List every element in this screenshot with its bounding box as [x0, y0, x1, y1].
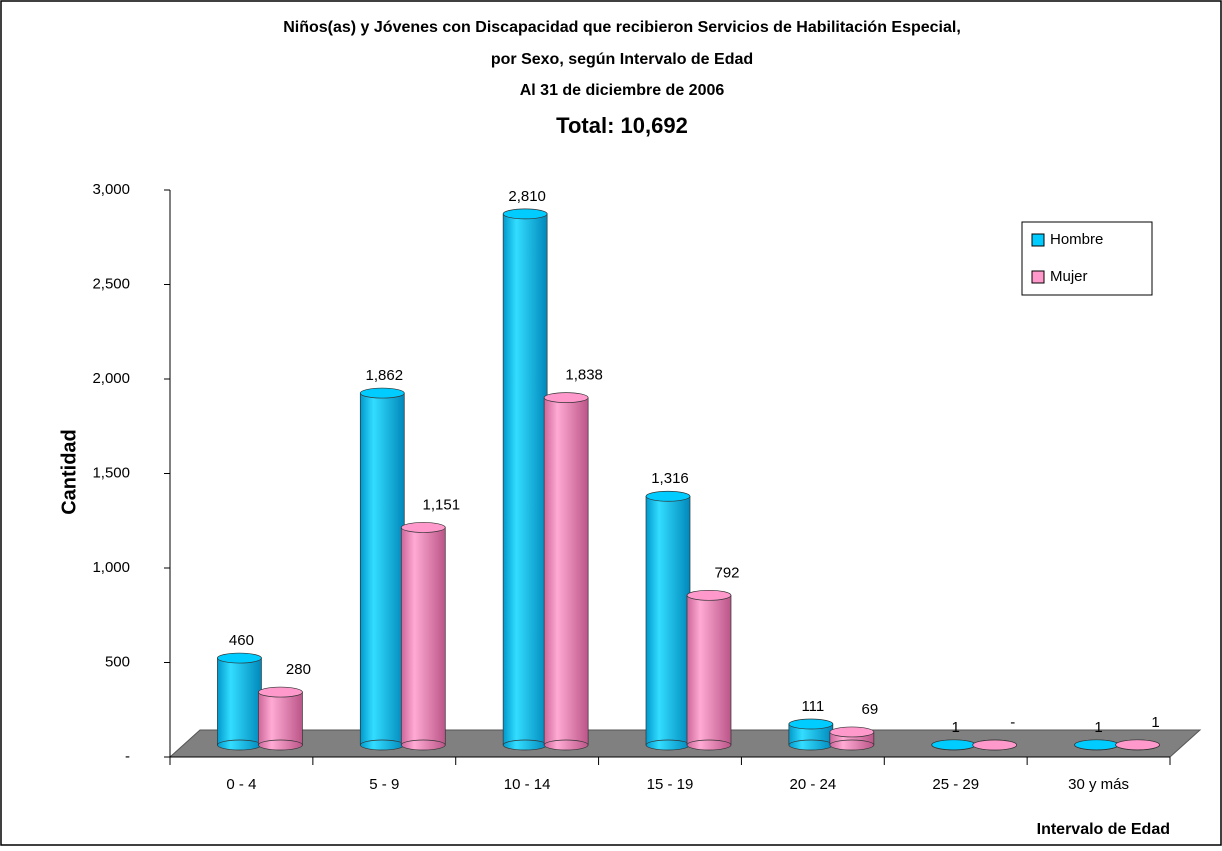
value-label: 280 [286, 661, 311, 678]
bar-bottom [258, 740, 302, 750]
bar-top [789, 719, 833, 729]
value-label: 1,316 [651, 470, 689, 487]
value-label: 1 [1151, 714, 1159, 731]
x-tick-label: 20 - 24 [790, 776, 837, 793]
bar-body [217, 658, 261, 745]
bar [830, 727, 874, 750]
bar-top [646, 491, 690, 501]
bar-bottom [217, 740, 261, 750]
bar [789, 719, 833, 750]
x-tick-label: 5 - 9 [369, 776, 399, 793]
chart-title: Niños(as) y Jóvenes con Discapacidad que… [283, 19, 961, 36]
bar-top [401, 522, 445, 532]
bar-top [687, 590, 731, 600]
bar-body [687, 595, 731, 745]
bar-bottom [687, 740, 731, 750]
bar-top [1116, 740, 1160, 750]
bar [360, 388, 404, 750]
bar [687, 590, 731, 750]
chart-title: por Sexo, según Intervalo de Edad [491, 51, 753, 68]
bar-top [830, 727, 874, 737]
bar-body [258, 692, 302, 745]
bar [401, 522, 445, 750]
legend-swatch [1032, 234, 1044, 246]
x-tick-label: 10 - 14 [504, 776, 551, 793]
bar-top [544, 393, 588, 403]
bar [973, 740, 1017, 750]
y-tick-label: 1,000 [92, 559, 130, 576]
value-label: 111 [801, 698, 824, 715]
bar-bottom [789, 740, 833, 750]
bar-bottom [544, 740, 588, 750]
bar [1075, 740, 1119, 750]
value-label: 792 [714, 564, 739, 581]
y-axis-label: Cantidad [58, 429, 80, 515]
legend-label: Mujer [1050, 268, 1088, 285]
y-tick-label: 1,500 [92, 464, 130, 481]
bar-bottom [503, 740, 547, 750]
value-label: - [1010, 714, 1015, 731]
value-label: 1 [952, 719, 960, 736]
bar-top [217, 653, 261, 663]
bar-body [544, 398, 588, 745]
bar-bottom [646, 740, 690, 750]
bar [646, 491, 690, 750]
y-tick-label: 3,000 [92, 181, 130, 198]
bar-body [360, 393, 404, 745]
bar [932, 740, 976, 750]
bar-top [932, 740, 976, 750]
x-tick-label: 25 - 29 [932, 776, 979, 793]
x-tick-label: 15 - 19 [647, 776, 694, 793]
x-axis-label: Intervalo de Edad [1037, 821, 1170, 838]
chart-subtitle: Total: 10,692 [556, 113, 688, 138]
y-tick-label: 2,000 [92, 370, 130, 387]
value-label: 69 [862, 701, 879, 718]
y-tick-label: 500 [105, 653, 130, 670]
value-label: 460 [229, 632, 254, 649]
x-tick-label: 30 y más [1068, 776, 1129, 793]
value-label: 1,838 [565, 367, 603, 384]
bar [258, 687, 302, 750]
legend-swatch [1032, 271, 1044, 283]
x-tick-label: 0 - 4 [226, 776, 256, 793]
bar-body [401, 527, 445, 745]
y-tick-label: - [125, 748, 130, 765]
bar [503, 209, 547, 750]
bar [217, 653, 261, 750]
value-label: 1 [1094, 719, 1102, 736]
bar-bottom [360, 740, 404, 750]
value-label: 1,151 [423, 496, 461, 513]
bar-top [973, 740, 1017, 750]
bar-top [360, 388, 404, 398]
bar-top [503, 209, 547, 219]
bar [1116, 740, 1160, 750]
value-label: 1,862 [366, 367, 404, 384]
legend-label: Hombre [1050, 231, 1103, 248]
bar-top [258, 687, 302, 697]
value-label: 2,810 [508, 188, 546, 205]
bar-body [503, 214, 547, 745]
bar-bottom [830, 740, 874, 750]
bar [544, 393, 588, 750]
bar-bottom [401, 740, 445, 750]
bar-top [1075, 740, 1119, 750]
y-tick-label: 2,500 [92, 275, 130, 292]
bar-body [646, 496, 690, 745]
chart-title: Al 31 de diciembre de 2006 [520, 82, 725, 99]
